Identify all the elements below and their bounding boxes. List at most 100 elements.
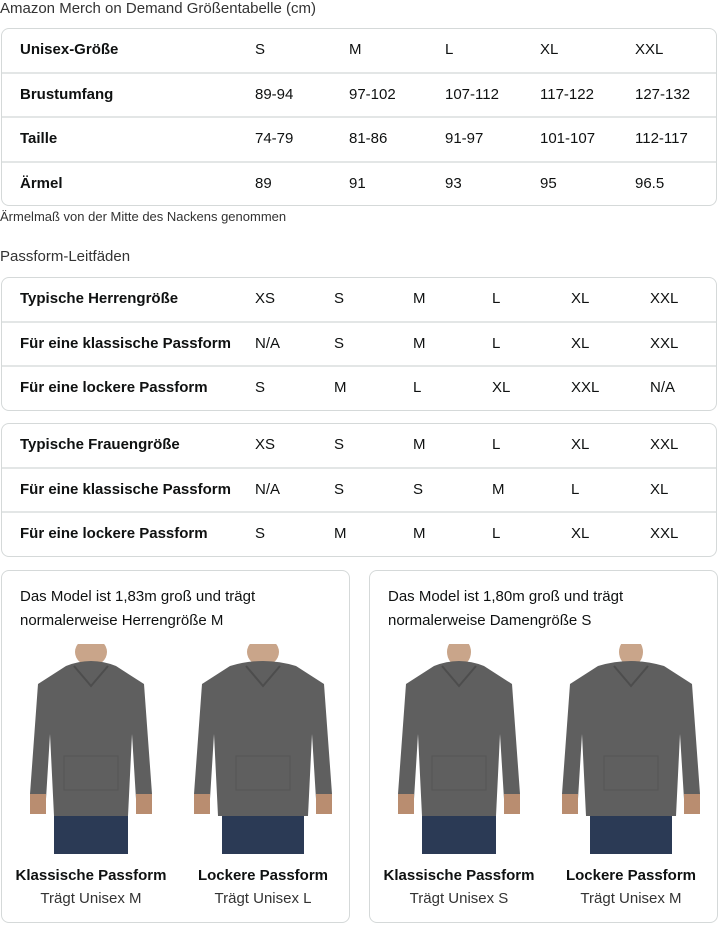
model-description: Das Model ist 1,80m groß und trägt norma… [388, 588, 624, 629]
table-cell: M [492, 480, 505, 498]
table-row: Typische Herrengröße XS S M L XL XXL [2, 278, 716, 323]
fit-guide-title: Passform-Leitfäden [0, 248, 131, 265]
fit-label: Lockere Passform [197, 867, 329, 884]
table-cell: M [413, 436, 426, 453]
fit-label: Klassische Passform [383, 867, 535, 884]
table-row: Für eine lockere Passform S M M L XL XXL [2, 513, 716, 556]
fit-label: Klassische Passform [15, 867, 167, 884]
hand [684, 794, 700, 814]
men-fit-table: Typische Herrengröße XS S M L XL XXL Für eine k… [1, 277, 717, 411]
hand [562, 794, 578, 814]
table-cell: 112-117 [635, 130, 688, 147]
pocket [63, 755, 119, 791]
neck [619, 638, 643, 666]
table-cell: XXL [635, 41, 664, 58]
fit-size: Trägt Unisex M [40, 890, 142, 907]
table-cell: S [255, 41, 266, 58]
hood-strings [245, 665, 281, 688]
table-cell: XL [571, 290, 590, 307]
pocket [603, 755, 659, 791]
hand [504, 794, 520, 814]
jeans [54, 814, 128, 854]
table-cell: S [334, 436, 345, 453]
jeans [590, 814, 672, 854]
table-cell: L [492, 525, 501, 542]
table-cell: S [334, 480, 345, 498]
table-cell: M [349, 41, 362, 58]
table-cell: XL [540, 41, 559, 58]
table-cell: XL [571, 334, 590, 352]
table-cell: M [413, 290, 426, 307]
table-cell: XXL [650, 525, 679, 542]
model-photo-classic [384, 638, 534, 854]
table-cell: 89-94 [255, 85, 294, 103]
model-photo-loose [188, 638, 338, 854]
fit-size: Trägt Unisex L [214, 890, 312, 907]
table-cell: M [334, 525, 347, 542]
table-cell: L [571, 480, 580, 498]
table-cell: XS [255, 290, 276, 307]
table-cell: 107-112 [445, 85, 499, 103]
table-cell: N/A [255, 334, 281, 352]
table-cell: M [334, 379, 347, 396]
table-cell: 91 [349, 174, 366, 192]
row-label: Für eine klassische Passform [20, 480, 231, 498]
table-cell: S [255, 379, 266, 396]
table-cell: XL [571, 436, 590, 453]
table-cell: 91-97 [445, 130, 484, 147]
hoodie-body [194, 661, 332, 816]
table-cell: L [445, 41, 454, 58]
row-label: Typische Herrengröße [20, 290, 179, 307]
men-model-card: Das Model ist 1,83m groß und trägt norma… [1, 570, 350, 923]
hood-strings [441, 665, 477, 688]
hand [30, 794, 46, 814]
women-model-card: Das Model ist 1,80m groß und trägt norma… [369, 570, 718, 923]
fit-size: Trägt Unisex S [409, 890, 509, 907]
table-row: Typische Frauengröße XS S M L XL XXL [2, 424, 716, 469]
table-cell: XXL [571, 379, 600, 396]
hand [194, 794, 210, 814]
hoodie-body [562, 661, 700, 816]
table-cell: XXL [650, 436, 679, 453]
table-cell: XXL [650, 334, 679, 352]
table-cell: 97-102 [349, 85, 396, 103]
neck [247, 638, 279, 666]
hoodie-body [398, 661, 520, 816]
table-cell: XL [492, 379, 511, 396]
hand [316, 794, 332, 814]
hood-strings [73, 665, 109, 688]
hood-strings [613, 665, 649, 688]
women-fit-table: Typische Frauengröße XS S M L XL XXL Für eine k… [1, 423, 717, 557]
table-cell: 101-107 [540, 130, 596, 147]
sleeve-note: Ärmelmaß von der Mitte des Nackens genom… [0, 209, 287, 224]
table-cell: 74-79 [255, 130, 294, 147]
table-row: Ärmel 89 91 93 95 96.5 [2, 163, 716, 206]
table-cell: L [492, 436, 501, 453]
table-cell: 95 [540, 174, 557, 192]
jeans [222, 814, 304, 854]
row-label: Unisex-Größe [20, 41, 119, 58]
table-row: Für eine klassische Passform N/A S M L XL XXL [2, 323, 716, 367]
table-row: Unisex-Größe S M L XL XXL [2, 29, 716, 74]
table-cell: L [492, 290, 501, 307]
row-label: Typische Frauengröße [20, 436, 180, 453]
table-cell: XL [650, 480, 669, 498]
table-row: Brustumfang 89-94 97-102 107-112 117-122 127-… [2, 74, 716, 118]
table-row: Für eine lockere Passform S M L XL XXL N/A [2, 367, 716, 410]
row-label: Für eine klassische Passform [20, 334, 231, 352]
hand [136, 794, 152, 814]
hoodie-body [30, 661, 152, 816]
table-cell: 117-122 [540, 85, 594, 103]
table-cell: L [492, 334, 501, 352]
page-title: Amazon Merch on Demand Größentabelle (cm… [0, 0, 316, 17]
row-label: Für eine lockere Passform [20, 525, 208, 542]
jeans [422, 814, 496, 854]
fit-label: Lockere Passform [565, 867, 697, 884]
table-cell: 96.5 [635, 174, 665, 192]
table-cell: N/A [650, 379, 676, 396]
table-cell: XXL [650, 290, 679, 307]
table-cell: M [413, 525, 426, 542]
table-cell: XL [571, 525, 590, 542]
table-cell: L [413, 379, 422, 396]
model-photo-loose [556, 638, 706, 854]
